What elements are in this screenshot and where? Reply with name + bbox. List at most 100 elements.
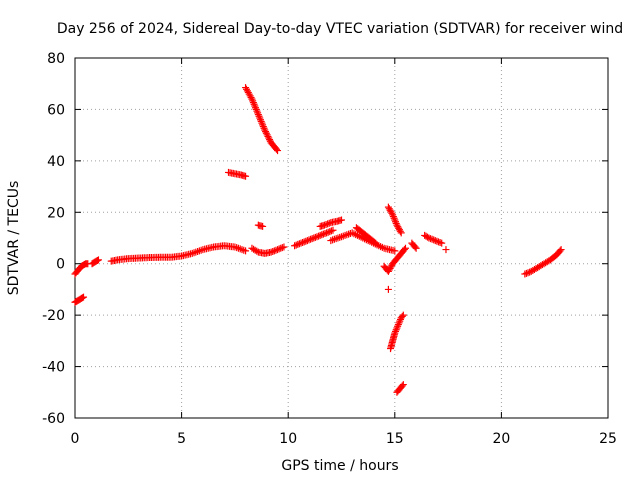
series-seg-e	[225, 168, 250, 180]
data-point-marker	[326, 228, 334, 236]
series-seg-g	[254, 221, 267, 230]
data-point-marker	[411, 243, 419, 251]
data-point-marker	[262, 128, 270, 136]
data-point-marker	[313, 233, 321, 241]
data-point-marker	[399, 381, 407, 389]
data-point-marker	[433, 237, 441, 245]
data-point-marker	[278, 244, 286, 252]
data-point-marker	[435, 238, 443, 246]
data-point-marker	[242, 247, 250, 255]
data-point-marker	[248, 95, 256, 103]
series-seg-c	[88, 256, 102, 268]
grid-lines	[75, 58, 608, 418]
series-seg-h	[248, 243, 288, 257]
data-point-marker	[242, 172, 250, 180]
data-point-marker	[385, 205, 393, 213]
data-point-marker	[315, 232, 323, 240]
data-point-marker	[252, 104, 260, 112]
data-point-marker	[250, 100, 258, 108]
data-point-marker	[557, 246, 565, 254]
data-point-marker	[249, 99, 257, 107]
plot-frame	[74, 57, 609, 419]
data-point-marker	[556, 247, 564, 255]
series-seg-l	[352, 224, 380, 247]
series-seg-a	[71, 293, 88, 306]
data-point-marker	[302, 237, 310, 245]
data-point-marker	[394, 322, 402, 330]
data-point-marker	[412, 244, 420, 252]
data-point-marker	[311, 233, 319, 241]
series-seg-f	[242, 84, 282, 155]
data-point-marker	[338, 216, 345, 224]
data-point-marker	[387, 263, 395, 271]
data-point-marker	[386, 264, 394, 272]
series-seg-n	[380, 244, 409, 275]
data-point-marker	[94, 256, 102, 264]
y-tick-label: 20	[47, 205, 65, 221]
data-point-marker	[393, 324, 401, 332]
y-tick-label: -40	[42, 360, 65, 376]
data-point-marker	[251, 102, 259, 110]
series-seg-r	[408, 239, 420, 252]
x-tick-labels: 0 5 10 15 20 25	[71, 431, 617, 447]
data-point-marker	[425, 234, 433, 242]
data-point-marker	[270, 247, 278, 255]
data-point-marker	[391, 329, 399, 337]
x-tick-label: 5	[177, 431, 186, 447]
data-point-marker	[323, 229, 331, 237]
data-point-marker	[400, 246, 408, 254]
data-point-marker	[390, 214, 398, 222]
data-point-marker	[395, 224, 403, 232]
data-point-marker	[394, 223, 402, 231]
data-point-marker	[93, 257, 101, 264]
data-point-marker	[280, 243, 288, 251]
data-point-marker	[294, 240, 302, 248]
data-point-marker	[384, 267, 392, 275]
data-point-marker	[267, 248, 275, 256]
data-point-marker	[253, 247, 261, 255]
data-point-marker	[305, 236, 313, 244]
data-point-marker	[264, 132, 272, 140]
data-point-marker	[321, 230, 329, 237]
data-point-marker	[389, 211, 397, 219]
x-tick-label: 10	[279, 431, 297, 447]
series-seg-q	[393, 381, 407, 396]
data-point-marker	[253, 107, 261, 115]
data-point-marker	[385, 266, 393, 274]
data-points	[71, 84, 565, 396]
series-seg-b	[71, 260, 92, 278]
series-seg-p	[387, 311, 407, 353]
data-point-marker	[401, 244, 409, 252]
x-tick-label: 0	[71, 431, 80, 447]
data-point-marker	[80, 293, 88, 301]
data-point-marker	[396, 317, 404, 325]
data-point-marker	[384, 285, 392, 293]
data-point-marker	[320, 221, 328, 229]
data-point-marker	[398, 312, 406, 320]
data-point-marker	[266, 136, 274, 144]
chart-title: Day 256 of 2024, Sidereal Day-to-day VTE…	[57, 21, 623, 37]
data-point-marker	[324, 220, 332, 228]
data-point-marker	[257, 117, 265, 125]
data-point-marker	[391, 216, 399, 224]
data-point-marker	[389, 213, 397, 221]
data-point-marker	[303, 237, 311, 245]
data-point-marker	[261, 126, 269, 134]
data-point-marker	[438, 239, 446, 247]
x-tick-label: 20	[492, 431, 510, 447]
data-point-marker	[256, 116, 264, 124]
series-seg-t	[442, 246, 450, 254]
data-point-marker	[265, 134, 273, 142]
data-point-marker	[388, 209, 396, 217]
data-point-marker	[384, 203, 392, 211]
data-point-marker	[274, 147, 282, 155]
data-point-marker	[310, 234, 318, 242]
data-point-marker	[423, 233, 431, 241]
data-point-marker	[387, 208, 395, 216]
data-point-marker	[442, 246, 450, 254]
data-point-marker	[427, 235, 435, 243]
data-point-marker	[431, 237, 439, 245]
data-point-marker	[394, 321, 402, 329]
y-tick-label: -60	[42, 411, 65, 427]
